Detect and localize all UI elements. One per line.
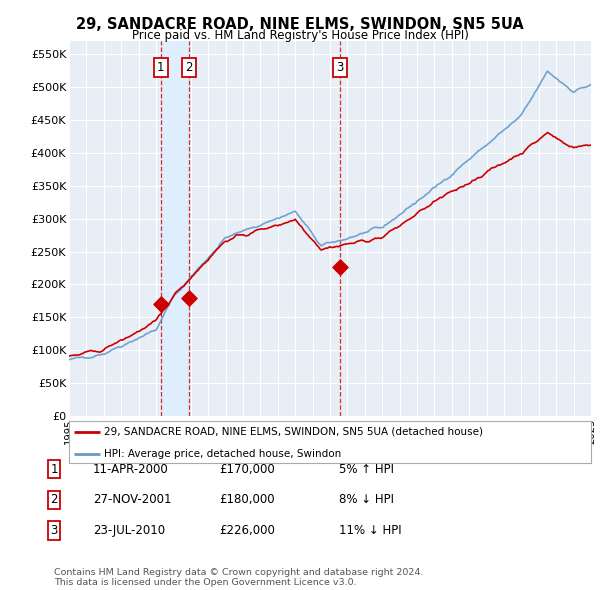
Text: £226,000: £226,000	[219, 524, 275, 537]
Text: 11% ↓ HPI: 11% ↓ HPI	[339, 524, 401, 537]
Text: 3: 3	[50, 524, 58, 537]
Text: Contains HM Land Registry data © Crown copyright and database right 2024.
This d: Contains HM Land Registry data © Crown c…	[54, 568, 424, 587]
Point	[335, 263, 344, 272]
Text: £170,000: £170,000	[219, 463, 275, 476]
Text: 29, SANDACRE ROAD, NINE ELMS, SWINDON, SN5 5UA (detached house): 29, SANDACRE ROAD, NINE ELMS, SWINDON, S…	[104, 427, 484, 437]
Text: 1: 1	[50, 463, 58, 476]
Text: 11-APR-2000: 11-APR-2000	[93, 463, 169, 476]
Bar	[161, 41, 189, 416]
Text: £180,000: £180,000	[219, 493, 275, 506]
Text: 2: 2	[50, 493, 58, 506]
Text: 27-NOV-2001: 27-NOV-2001	[93, 493, 172, 506]
Text: 29, SANDACRE ROAD, NINE ELMS, SWINDON, SN5 5UA: 29, SANDACRE ROAD, NINE ELMS, SWINDON, S…	[76, 17, 524, 31]
Text: HPI: Average price, detached house, Swindon: HPI: Average price, detached house, Swin…	[104, 449, 342, 459]
Point	[156, 300, 166, 309]
Text: 2: 2	[185, 61, 193, 74]
Text: 1: 1	[157, 61, 164, 74]
Text: 23-JUL-2010: 23-JUL-2010	[93, 524, 165, 537]
Point	[184, 293, 194, 302]
Text: Price paid vs. HM Land Registry's House Price Index (HPI): Price paid vs. HM Land Registry's House …	[131, 30, 469, 42]
Text: 8% ↓ HPI: 8% ↓ HPI	[339, 493, 394, 506]
Text: 3: 3	[336, 61, 343, 74]
Text: 5% ↑ HPI: 5% ↑ HPI	[339, 463, 394, 476]
